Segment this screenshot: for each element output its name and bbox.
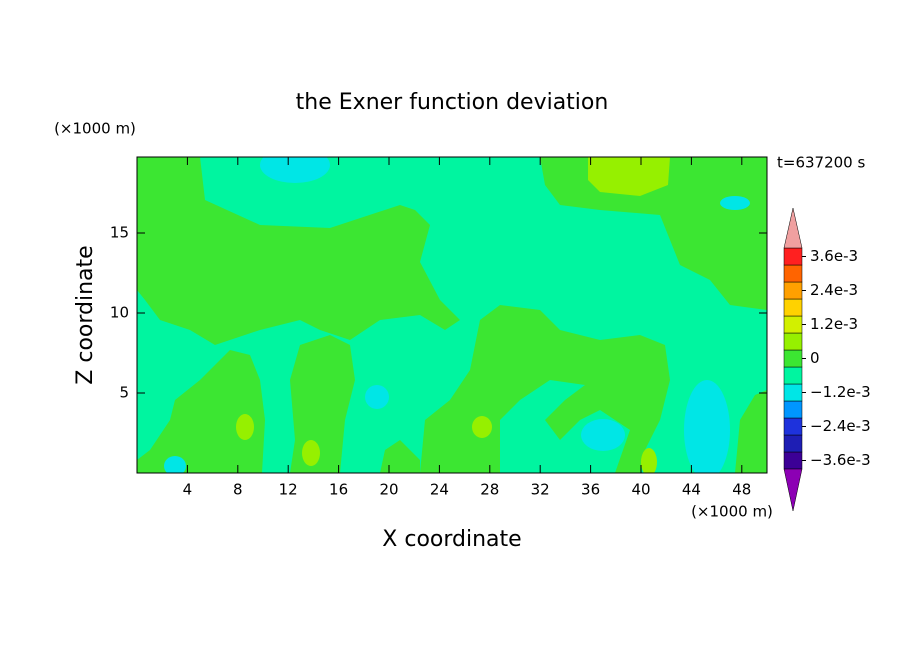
colorbar-label: 1.2e-3 (810, 315, 858, 333)
colorbar-box (783, 247, 803, 266)
colorbar-box (783, 417, 803, 436)
contour-region (164, 456, 186, 473)
x-tick-label: 16 (329, 481, 348, 499)
colorbar-label: −2.4e-3 (810, 417, 871, 435)
colorbar-under (783, 468, 803, 512)
contour-field (137, 157, 767, 473)
contour-region (260, 157, 330, 183)
contour-region (236, 414, 254, 440)
contour-region (684, 380, 730, 473)
colorbar-label: −1.2e-3 (810, 383, 871, 401)
colorbar-label: −3.6e-3 (810, 451, 871, 469)
contour-region (720, 196, 750, 210)
colorbar-box (783, 315, 803, 334)
colorbar-box (783, 264, 803, 283)
contour-region (588, 157, 670, 196)
y-tick-label: 5 (119, 384, 129, 402)
contour-region (735, 390, 767, 473)
colorbar-box (783, 434, 803, 453)
x-tick-label: 36 (581, 481, 600, 499)
colorbar-box (783, 366, 803, 385)
colorbar-label: 3.6e-3 (810, 247, 858, 265)
colorbar-box (783, 400, 803, 419)
x-tick-label: 8 (233, 481, 243, 499)
x-tick-label: 4 (183, 481, 193, 499)
contour-region (581, 419, 625, 451)
y-unit: (×1000 m) (54, 120, 136, 138)
contour-region (540, 157, 767, 310)
colorbar-label: 0 (810, 349, 820, 367)
x-tick-label: 32 (531, 481, 550, 499)
colorbar-box (783, 451, 803, 470)
contour-region (302, 440, 320, 466)
colorbar-over (783, 207, 803, 249)
x-tick-label: 40 (631, 481, 650, 499)
colorbar-box (783, 349, 803, 368)
x-axis-label: X coordinate (382, 527, 521, 552)
colorbar-box (783, 298, 803, 317)
x-tick-label: 24 (430, 481, 449, 499)
colorbar-box (783, 332, 803, 351)
contour-region (641, 448, 657, 473)
x-tick-label: 48 (732, 481, 751, 499)
y-axis-label: Z coordinate (73, 245, 98, 384)
contour-region (290, 335, 355, 473)
time-label: t=637200 s (777, 154, 865, 172)
plot-frame (136, 156, 768, 474)
y-tick-label: 10 (110, 304, 129, 322)
x-tick-label: 28 (480, 481, 499, 499)
colorbar-box (783, 383, 803, 402)
x-tick-label: 12 (279, 481, 298, 499)
x-tick-label: 20 (379, 481, 398, 499)
contour-region (365, 385, 389, 409)
contour-region (137, 350, 265, 473)
y-tick-label: 15 (110, 224, 129, 242)
contour-region (137, 157, 460, 345)
colorbar-label: 2.4e-3 (810, 281, 858, 299)
contour-region (380, 440, 420, 473)
chart-title: the Exner function deviation (296, 90, 609, 115)
x-unit: (×1000 m) (691, 503, 773, 521)
x-tick-label: 44 (682, 481, 701, 499)
colorbar-box (783, 281, 803, 300)
contour-region (472, 416, 492, 438)
